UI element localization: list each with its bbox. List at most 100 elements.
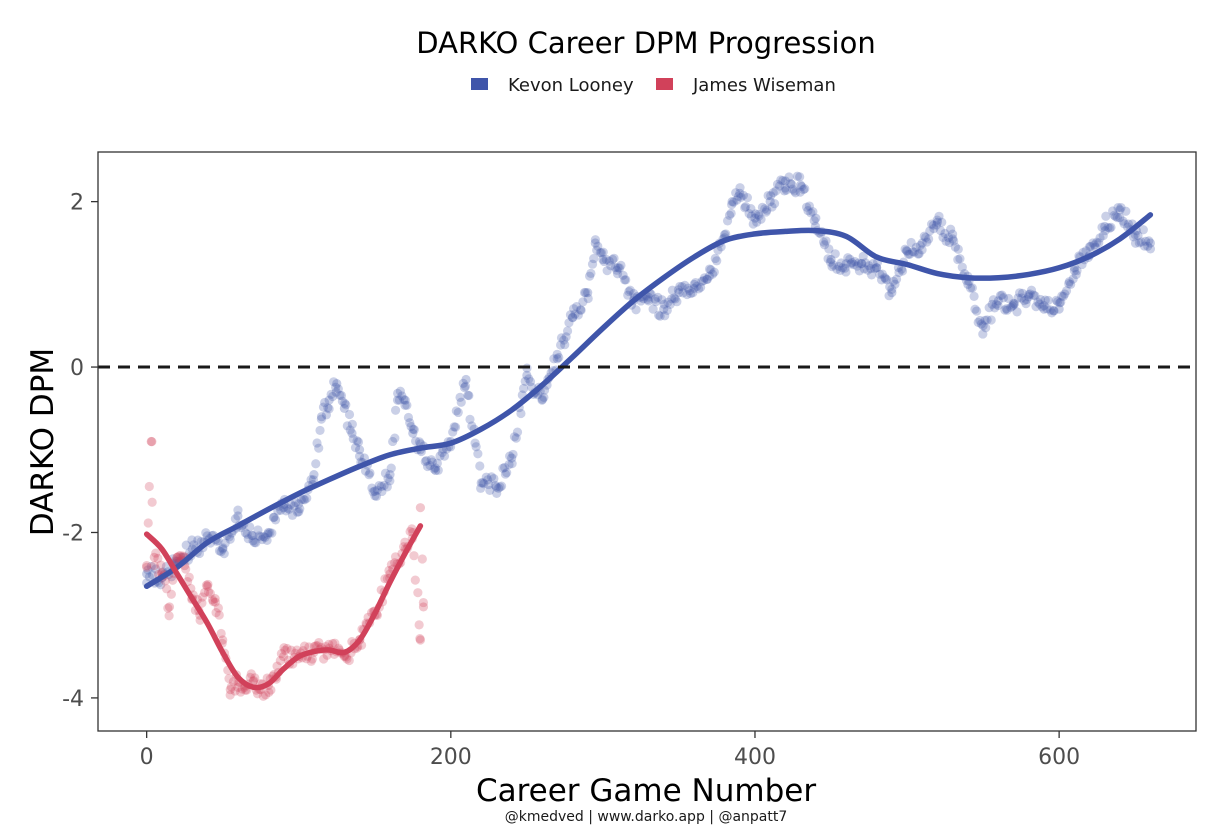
data-point <box>507 453 517 463</box>
data-point <box>309 469 319 480</box>
legend-label: James Wiseman <box>692 75 836 96</box>
data-point <box>598 254 608 265</box>
data-point <box>721 229 731 239</box>
data-point <box>1043 295 1053 306</box>
data-point <box>928 220 939 230</box>
data-point <box>699 273 710 283</box>
data-point <box>643 296 654 306</box>
data-point <box>1039 304 1049 314</box>
data-point <box>917 238 927 248</box>
data-point <box>643 292 653 302</box>
data-point <box>283 503 293 513</box>
data-point <box>780 183 790 193</box>
data-point <box>648 304 658 314</box>
data-point <box>491 482 502 492</box>
data-point <box>437 447 447 458</box>
data-point <box>245 522 255 532</box>
data-point <box>610 262 620 273</box>
data-point <box>875 269 885 279</box>
data-point <box>678 288 688 298</box>
data-point <box>201 528 211 538</box>
data-point <box>525 377 536 387</box>
data-point <box>748 219 758 229</box>
data-point <box>328 638 338 649</box>
data-point <box>549 354 559 364</box>
data-point <box>399 395 409 405</box>
data-point <box>885 282 895 292</box>
data-point <box>1088 238 1098 248</box>
data-point <box>686 288 696 299</box>
data-point <box>604 256 614 266</box>
data-point <box>1130 238 1141 248</box>
data-point <box>225 534 235 544</box>
data-point <box>575 305 586 315</box>
data-point <box>420 456 430 467</box>
data-point <box>887 284 897 294</box>
data-point <box>1031 302 1041 312</box>
data-point <box>380 468 391 478</box>
data-point <box>763 190 773 201</box>
data-point <box>426 455 436 465</box>
data-point <box>654 310 664 320</box>
data-point <box>811 213 821 223</box>
data-point <box>984 303 994 313</box>
legend-key <box>656 78 673 90</box>
data-point <box>965 283 976 293</box>
data-point <box>386 463 396 473</box>
data-point <box>1121 206 1131 216</box>
data-point <box>203 587 214 597</box>
data-point <box>1138 225 1148 235</box>
data-point <box>612 265 622 275</box>
data-point <box>500 462 510 473</box>
data-point <box>1098 230 1108 241</box>
data-point <box>502 468 512 478</box>
data-point <box>841 267 851 277</box>
data-point <box>347 428 357 438</box>
data-point <box>1100 226 1110 236</box>
data-point <box>1045 305 1056 315</box>
data-point <box>606 261 616 271</box>
data-point <box>414 620 424 630</box>
data-point <box>849 259 859 270</box>
data-point <box>467 421 477 431</box>
data-point <box>596 248 607 258</box>
data-point <box>216 628 226 639</box>
data-point <box>990 303 1000 313</box>
data-point <box>727 197 737 207</box>
data-point <box>164 602 175 612</box>
data-point <box>1002 305 1012 315</box>
data-point <box>888 276 899 286</box>
data-point <box>259 532 269 542</box>
data-point <box>1049 306 1059 316</box>
data-point <box>771 186 781 196</box>
data-point <box>266 685 276 695</box>
data-point <box>908 246 918 257</box>
data-point <box>203 579 213 590</box>
data-point <box>932 215 942 225</box>
data-point <box>207 595 218 605</box>
data-point <box>219 549 229 559</box>
data-point <box>724 210 735 220</box>
data-point <box>400 400 410 410</box>
data-point <box>876 275 887 285</box>
data-point <box>884 291 894 301</box>
data-point <box>156 560 166 570</box>
data-point <box>246 669 256 679</box>
data-point <box>978 329 988 339</box>
data-point <box>455 392 465 402</box>
data-point <box>590 235 601 245</box>
data-point <box>587 259 598 269</box>
data-point <box>943 233 954 243</box>
data-point <box>348 434 358 444</box>
data-point <box>997 290 1007 300</box>
data-point <box>405 526 415 537</box>
data-point <box>868 259 878 269</box>
data-point <box>210 594 220 604</box>
data-point <box>230 514 240 524</box>
data-point <box>828 260 839 270</box>
data-point <box>421 455 432 466</box>
data-point <box>385 476 395 486</box>
data-point <box>321 410 331 420</box>
data-point <box>299 641 310 651</box>
data-point <box>1100 221 1110 232</box>
